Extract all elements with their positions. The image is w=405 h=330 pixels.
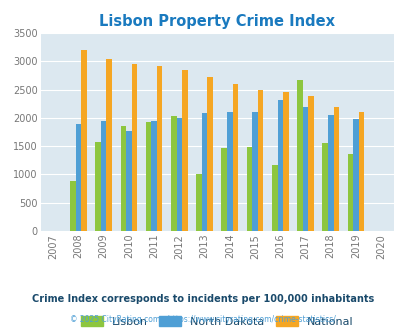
Bar xyxy=(145,122,151,231)
Bar xyxy=(106,59,112,231)
Legend: Lisbon, North Dakota, National: Lisbon, North Dakota, National xyxy=(77,312,357,330)
Bar xyxy=(101,121,106,231)
Title: Lisbon Property Crime Index: Lisbon Property Crime Index xyxy=(99,14,335,29)
Bar xyxy=(302,107,307,231)
Bar xyxy=(201,113,207,231)
Bar xyxy=(131,64,137,231)
Bar xyxy=(246,147,252,231)
Bar xyxy=(358,112,363,231)
Bar xyxy=(271,165,277,231)
Bar xyxy=(156,66,162,231)
Text: © 2025 CityRating.com - https://www.cityrating.com/crime-statistics/: © 2025 CityRating.com - https://www.city… xyxy=(70,315,335,324)
Bar xyxy=(327,115,333,231)
Bar xyxy=(352,119,358,231)
Bar xyxy=(277,100,282,231)
Bar xyxy=(70,181,75,231)
Bar xyxy=(95,142,101,231)
Bar xyxy=(171,116,176,231)
Bar xyxy=(226,112,232,231)
Bar xyxy=(252,112,257,231)
Bar xyxy=(176,118,182,231)
Bar xyxy=(182,70,187,231)
Bar xyxy=(207,77,212,231)
Bar xyxy=(120,126,126,231)
Bar xyxy=(322,143,327,231)
Bar xyxy=(257,90,263,231)
Bar xyxy=(296,80,302,231)
Bar xyxy=(81,50,87,231)
Bar xyxy=(232,84,238,231)
Bar xyxy=(347,154,352,231)
Bar xyxy=(196,174,201,231)
Bar xyxy=(307,96,313,231)
Bar xyxy=(333,107,338,231)
Bar xyxy=(221,148,226,231)
Bar xyxy=(282,92,288,231)
Text: Crime Index corresponds to incidents per 100,000 inhabitants: Crime Index corresponds to incidents per… xyxy=(32,294,373,304)
Bar xyxy=(151,121,156,231)
Bar xyxy=(75,123,81,231)
Bar xyxy=(126,131,131,231)
